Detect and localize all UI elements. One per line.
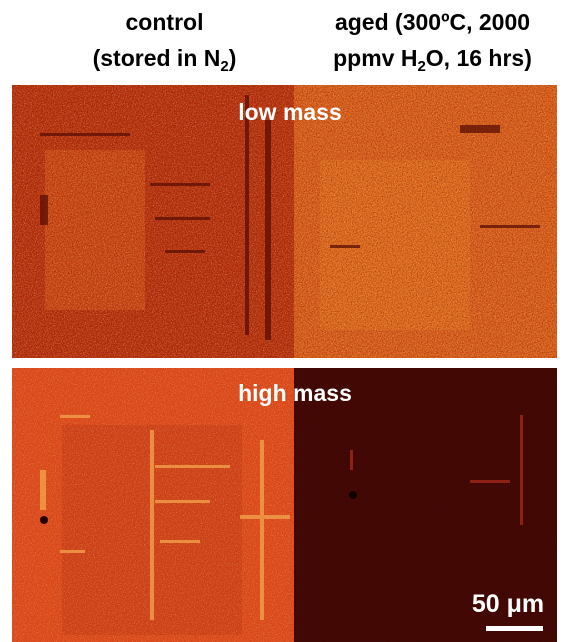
scale-bar — [486, 626, 543, 631]
low-mass-image — [12, 85, 557, 358]
panel-label: low mass — [238, 99, 342, 125]
page: {"headers": [ {"lines": [[{"text": "cont… — [0, 0, 571, 642]
scale-bar-label: 50 μm — [472, 590, 544, 618]
micrographs: low mass high mass 50 μm — [0, 0, 571, 642]
panel-label: high mass — [238, 380, 352, 406]
